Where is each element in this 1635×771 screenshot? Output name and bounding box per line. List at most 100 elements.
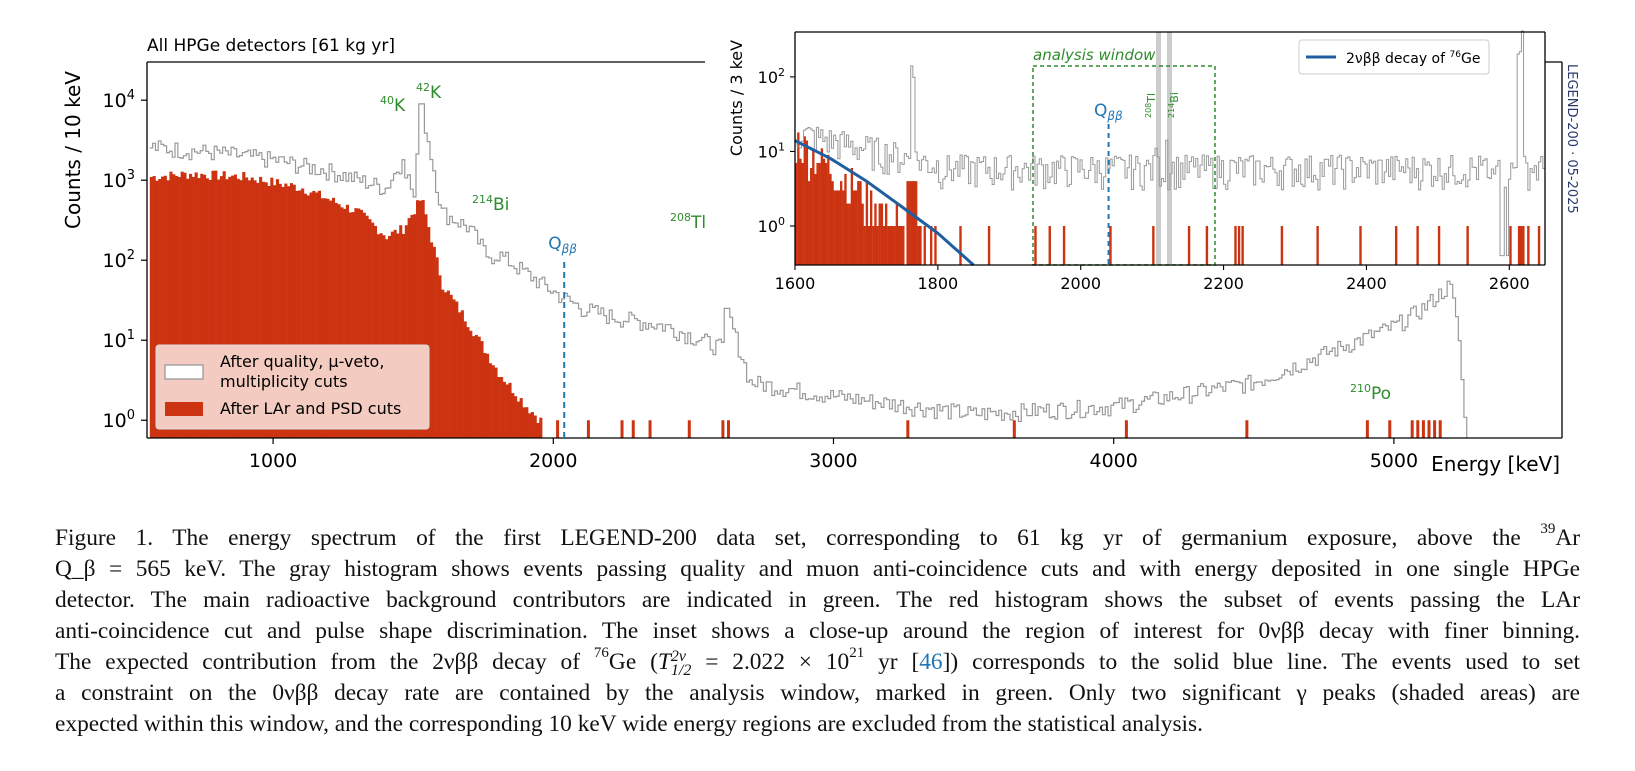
red-bin: [155, 180, 159, 439]
inset-red-bin: [959, 226, 962, 265]
red-bin: [259, 176, 263, 438]
caption-line-4: anti-coincidence cut and pulse shape dis…: [55, 618, 1580, 644]
red-bin: [449, 294, 453, 438]
red-bin: [163, 175, 167, 439]
red-bin: [166, 180, 170, 438]
inset-red-bin: [885, 203, 888, 265]
red-bin: [191, 176, 195, 439]
inset-red-bin: [829, 173, 832, 265]
red-bin: [236, 178, 240, 438]
red-bin: [399, 225, 403, 438]
inset-red-bin: [833, 190, 836, 265]
red-bin: [530, 412, 534, 438]
red-bin: [1410, 420, 1414, 438]
inset-red-bin: [987, 226, 991, 265]
red-bin: [169, 171, 173, 438]
inset-red-bin: [878, 203, 881, 265]
red-bin: [1416, 420, 1420, 438]
red-bin: [528, 413, 532, 438]
red-bin: [522, 407, 526, 438]
red-bin: [404, 225, 408, 438]
red-bin: [357, 208, 361, 438]
reference-link[interactable]: 46: [919, 649, 943, 675]
red-bin: [301, 188, 305, 438]
red-bin: [556, 420, 560, 438]
inset-red-bin: [818, 163, 821, 265]
red-bin: [452, 299, 456, 438]
gray-histogram-line: [149, 103, 1468, 438]
gray-histogram: [149, 103, 1468, 438]
red-bin: [519, 398, 523, 438]
red-bin: [631, 420, 635, 438]
main-y-tick-label: 103: [103, 168, 135, 192]
red-bin: [415, 200, 420, 438]
main-x-tick-label: 5000: [1370, 450, 1418, 472]
red-bin: [379, 233, 383, 438]
inset-red-bin: [930, 226, 933, 265]
main-x-tick-label: 3000: [809, 450, 857, 472]
inset-2nbb-curve: [794, 139, 975, 267]
red-bin: [343, 208, 347, 438]
caption-line-3: detector. The main radioactive backgroun…: [55, 587, 1580, 613]
inset-tl-label: 208Tl: [1144, 93, 1158, 118]
inset-y-label: Counts / 3 keV: [727, 40, 746, 156]
inset-red-bin: [840, 181, 843, 265]
inset-red-histogram: [795, 132, 1541, 265]
red-bin: [189, 173, 193, 438]
inset-red-bin: [1437, 226, 1441, 265]
red-bin: [418, 200, 422, 438]
inset-legend-box: [1298, 39, 1490, 75]
red-bin: [1438, 420, 1442, 438]
red-bin: [183, 172, 187, 439]
red-bin: [502, 381, 506, 438]
red-bin: [264, 182, 268, 438]
inset-red-bin: [1152, 226, 1155, 265]
red-bin: [1388, 420, 1392, 438]
red-bin: [247, 180, 251, 438]
red-bin: [393, 229, 397, 438]
inset-red-bin: [902, 226, 905, 265]
red-bin: [424, 214, 428, 438]
red-bin: [233, 174, 237, 439]
inset-gray-histogram-line: [795, 30, 1545, 257]
inset-red-bin: [934, 226, 937, 265]
red-bin: [430, 242, 434, 438]
inset-x-tick-label: 1600: [775, 274, 816, 293]
red-bin: [441, 289, 445, 438]
inset-gray-histogram: [795, 30, 1545, 257]
red-bin: [359, 209, 364, 438]
inset-red-bin: [805, 140, 809, 265]
caption-line-5: The expected contribution from the 2νββ …: [55, 645, 1580, 679]
red-bin: [365, 215, 369, 438]
red-bin: [497, 376, 501, 438]
main-y-tick-label: 101: [103, 328, 135, 352]
inset-red-bin: [917, 226, 920, 265]
red-bin: [256, 182, 260, 438]
red-bin: [267, 185, 271, 438]
inset-red-bin: [887, 226, 890, 265]
caption-line-2: Q_β = 565 keV. The gray histogram shows …: [55, 556, 1580, 582]
figure-title: All HPGe detectors [61 kg yr]: [147, 36, 395, 56]
inset-red-bin: [1062, 226, 1066, 265]
red-bin: [315, 192, 319, 438]
analysis-window-label: analysis window: [1033, 46, 1156, 64]
red-bin: [586, 420, 590, 438]
inset-red-bin: [1520, 226, 1523, 265]
red-bin: [211, 170, 215, 438]
inset-red-bin: [807, 181, 811, 265]
red-bin: [516, 401, 520, 438]
red-histogram: [149, 170, 1442, 439]
red-bin: [371, 222, 375, 438]
red-bin: [217, 179, 221, 438]
inset-plot: analysis window Qββ 208Tl 214Bi 1600 1800…: [705, 30, 1546, 293]
inset-red-bin: [882, 226, 886, 265]
red-bin: [1124, 420, 1128, 438]
inset-red-bin: [797, 132, 800, 265]
red-bin: [214, 170, 218, 439]
red-bin: [1421, 420, 1425, 438]
red-bin: [508, 382, 512, 438]
main-x-tick-label: 4000: [1090, 450, 1138, 472]
red-bin: [245, 177, 249, 438]
caption-line-6: a constraint on the 0νββ decay rate are …: [55, 680, 1580, 706]
red-bin: [161, 176, 165, 438]
